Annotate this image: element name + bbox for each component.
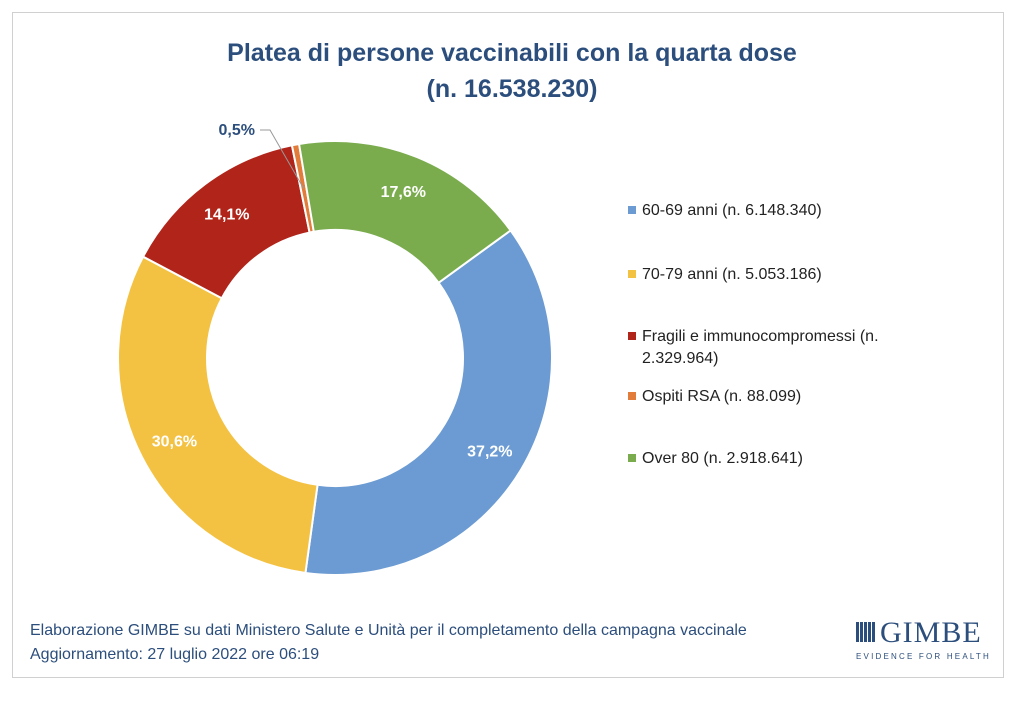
chart-title: Platea di persone vaccinabili con la qua… bbox=[227, 39, 797, 67]
legend-swatch bbox=[628, 392, 636, 400]
slice-over-80 bbox=[297, 140, 512, 285]
data-label: 14,1% bbox=[204, 206, 249, 223]
legend-swatch bbox=[628, 270, 636, 278]
leader-line bbox=[260, 129, 305, 189]
data-label: 0,5% bbox=[219, 122, 255, 139]
chart-subtitle: (n. 16.538.230) bbox=[426, 75, 598, 103]
slice-70-79-anni bbox=[117, 255, 319, 575]
legend-item-rsa: Ospiti RSA (n. 88.099) bbox=[628, 386, 801, 408]
data-label: 37,2% bbox=[467, 444, 512, 461]
legend-item-fragili: Fragili e immunocompromessi (n. 2.329.964… bbox=[628, 326, 879, 370]
chart-frame bbox=[12, 12, 1004, 678]
logo-grid-icon bbox=[856, 622, 876, 642]
legend-item-70-79: 70-79 anni (n. 5.053.186) bbox=[628, 264, 822, 286]
legend-item-over80: Over 80 (n. 2.918.641) bbox=[628, 448, 803, 470]
legend-swatch bbox=[628, 454, 636, 462]
footer-update: Aggiornamento: 27 luglio 2022 ore 06:19 bbox=[30, 646, 320, 663]
footer-source: Elaborazione GIMBE su dati Ministero Sal… bbox=[30, 622, 747, 639]
legend-swatch bbox=[628, 206, 636, 214]
data-label: 30,6% bbox=[152, 433, 197, 450]
data-label: 17,6% bbox=[381, 184, 426, 201]
legend-item-60-69: 60-69 anni (n. 6.148.340) bbox=[628, 200, 822, 222]
legend-swatch bbox=[628, 332, 636, 340]
slice-60-69-anni bbox=[304, 229, 553, 576]
